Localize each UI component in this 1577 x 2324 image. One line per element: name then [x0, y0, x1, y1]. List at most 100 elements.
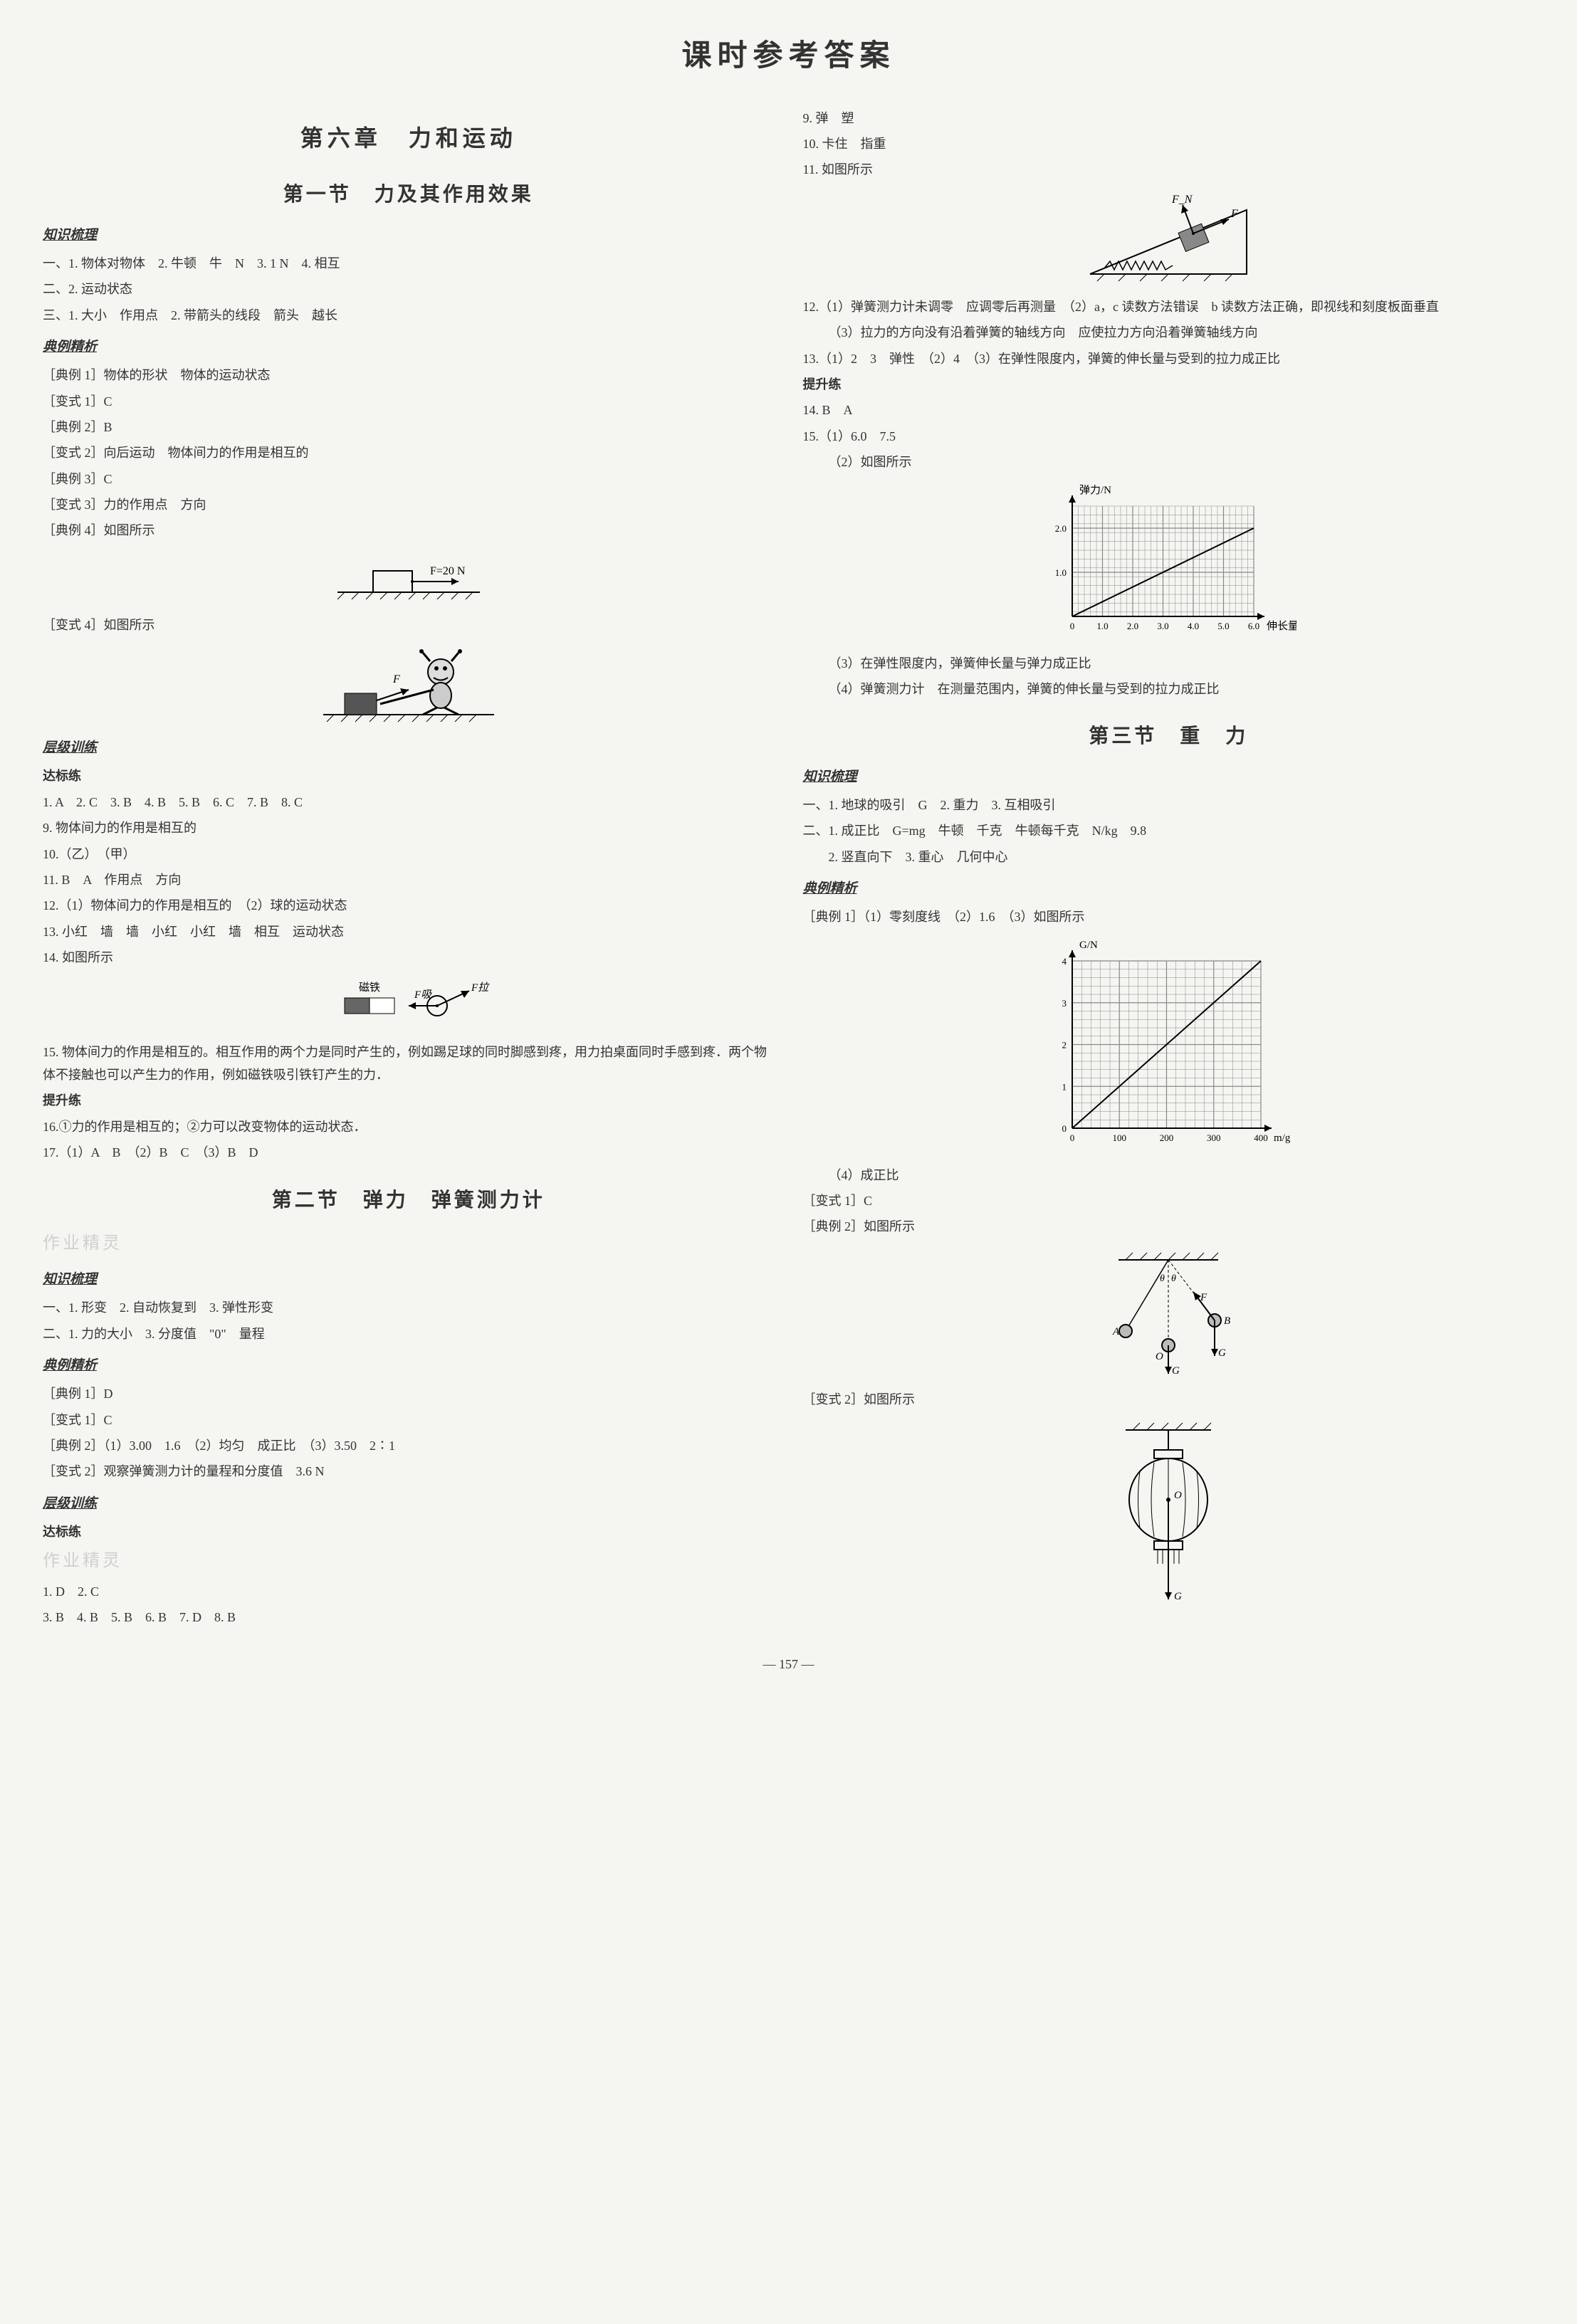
text-line: （4）成正比	[803, 1164, 1535, 1187]
text-line: 15.（1）6.0 7.5	[803, 425, 1535, 448]
dabiao-head: 达标练	[43, 1520, 775, 1543]
g-label: G	[1172, 1365, 1180, 1377]
zhishi-head: 知识梳理	[43, 224, 775, 248]
text-line: 2. 竖直向下 3. 重心 几何中心	[803, 846, 1535, 868]
svg-text:m/g: m/g	[1274, 1132, 1291, 1144]
text-line: 9. 弹 塑	[803, 107, 1535, 130]
zhishi-head: 知识梳理	[43, 1268, 775, 1292]
text-line: ［典例 1］D	[43, 1382, 775, 1405]
svg-text:6.0: 6.0	[1248, 621, 1259, 631]
svg-text:400: 400	[1254, 1132, 1269, 1143]
watermark: 作业精灵	[43, 1552, 122, 1570]
theta-label: θ	[1171, 1273, 1176, 1284]
text-line: ［典例 3］C	[43, 468, 775, 490]
section2-title: 第二节 弹力 弹簧测力计	[43, 1182, 775, 1218]
force-label: F	[392, 673, 400, 685]
figure-cartoon-push: F	[43, 647, 775, 725]
text-line: 10.（乙） （甲）	[43, 843, 775, 866]
svg-text:300: 300	[1207, 1132, 1221, 1143]
figure-incline-spring: F_N F	[803, 192, 1535, 285]
svg-text:1: 1	[1062, 1081, 1067, 1092]
theta-label: θ	[1160, 1273, 1165, 1284]
text-line: （3）拉力的方向没有沿着弹簧的轴线方向 应使拉力方向沿着弹簧轴线方向	[803, 321, 1535, 344]
text-line: 二、1. 力的大小 3. 分度值 "0" 量程	[43, 1323, 775, 1345]
svg-text:1.0: 1.0	[1097, 621, 1109, 631]
text-line: 10. 卡住 指重	[803, 132, 1535, 155]
svg-text:1.0: 1.0	[1055, 567, 1067, 578]
text-line: ［变式 1］C	[43, 390, 775, 413]
svg-text:200: 200	[1160, 1132, 1174, 1143]
svg-text:G/N: G/N	[1079, 940, 1098, 951]
a-label: A	[1112, 1326, 1120, 1337]
text-line: ［典例 4］如图所示	[43, 519, 775, 542]
zhishi-head: 知识梳理	[803, 765, 1535, 789]
text-line: 14. 如图所示	[43, 946, 775, 969]
text-line: 9. 物体间力的作用是相互的	[43, 816, 775, 839]
chapter-title: 第六章 力和运动	[43, 118, 775, 159]
watermark: 作业精灵	[43, 1229, 775, 1259]
f-label: F	[1230, 208, 1238, 220]
f-label: F吸	[414, 989, 432, 1001]
g-label: G	[1218, 1347, 1226, 1359]
content-columns: 第六章 力和运动 第一节 力及其作用效果 知识梳理 一、1. 物体对物体 2. …	[43, 104, 1534, 1632]
section3-title: 第三节 重 力	[803, 718, 1535, 754]
text-line: 13.（1）2 3 弹性 （2）4 （3）在弹性限度内，弹簧的伸长量与受到的拉力…	[803, 347, 1535, 370]
section1-title: 第一节 力及其作用效果	[43, 177, 775, 212]
text-line: ［典例 1］（1）零刻度线 （2）1.6 （3）如图所示	[803, 905, 1535, 928]
tisheng-head: 提升练	[43, 1089, 775, 1112]
svg-text:0: 0	[1070, 1132, 1075, 1143]
dabiao-head: 达标练	[43, 764, 775, 787]
chart-spring-force: 01.02.03.04.05.06.01.02.0弹力/N伸长量/cm	[803, 485, 1535, 641]
f-label: F拉	[471, 982, 490, 994]
right-column: 9. 弹 塑 10. 卡住 指重 11. 如图所示 F_N F 12.（1）弹簧…	[803, 104, 1535, 1632]
text-line: 13. 小红 墙 墙 小红 小红 墙 相互 运动状态	[43, 920, 775, 943]
text-line: 12.（1）弹簧测力计未调零 应调零后再测量 （2）a，c 读数方法错误 b 读…	[803, 295, 1535, 318]
text-line: 一、1. 物体对物体 2. 牛顿 牛 N 3. 1 N 4. 相互	[43, 252, 775, 275]
svg-text:3.0: 3.0	[1158, 621, 1169, 631]
svg-text:伸长量/cm: 伸长量/cm	[1267, 620, 1296, 632]
svg-text:弹力/N: 弹力/N	[1079, 485, 1111, 496]
text-line: 1. D 2. C	[43, 1580, 775, 1603]
b-label: B	[1224, 1315, 1230, 1327]
dianli-head: 典例精析	[803, 877, 1535, 901]
text-line: （2）如图所示	[803, 451, 1535, 473]
svg-text:2.0: 2.0	[1055, 523, 1067, 534]
text-line: （3）在弹性限度内，弹簧伸长量与弹力成正比	[803, 652, 1535, 675]
cengji-head: 层级训练	[43, 736, 775, 760]
page-title: 课时参考答案	[43, 28, 1534, 83]
figure-force-box: F=20 N	[43, 553, 775, 603]
text-line: ［典例 1］物体的形状 物体的运动状态	[43, 364, 775, 387]
svg-text:2.0: 2.0	[1127, 621, 1138, 631]
svg-text:100: 100	[1113, 1132, 1127, 1143]
text-line: 二、2. 运动状态	[43, 278, 775, 300]
g-label: G	[1174, 1591, 1182, 1602]
magnet-label: 磁铁	[359, 982, 380, 994]
text-line: ［变式 2］观察弹簧测力计的量程和分度值 3.6 N	[43, 1460, 775, 1483]
text-line: 12.（1）物体间力的作用是相互的 （2）球的运动状态	[43, 894, 775, 917]
svg-text:3: 3	[1062, 997, 1067, 1008]
text-line: 11. 如图所示	[803, 158, 1535, 181]
svg-text:4.0: 4.0	[1188, 621, 1199, 631]
text-line: 1. A 2. C 3. B 4. B 5. B 6. C 7. B 8. C	[43, 791, 775, 814]
text-line: （4）弹簧测力计 在测量范围内，弹簧的伸长量与受到的拉力成正比	[803, 678, 1535, 700]
text-line: ［变式 2］向后运动 物体间力的作用是相互的	[43, 441, 775, 464]
text-line: ［变式 4］如图所示	[43, 614, 775, 636]
text-line: 11. B A 作用点 方向	[43, 868, 775, 891]
text-line: 15. 物体间力的作用是相互的。相互作用的两个力是同时产生的，例如踢足球的同时脚…	[43, 1041, 775, 1087]
text-line: ［典例 2］（1）3.00 1.6 （2）均匀 成正比 （3）3.50 2∶1	[43, 1434, 775, 1457]
dianli-head: 典例精析	[43, 1354, 775, 1378]
dianli-head: 典例精析	[43, 335, 775, 359]
text-line: 一、1. 形变 2. 自动恢复到 3. 弹性形变	[43, 1296, 775, 1319]
o-label: O	[1174, 1490, 1182, 1501]
text-line: 3. B 4. B 5. B 6. B 7. D 8. B	[43, 1606, 775, 1629]
chart-gravity: 010020030040001234G/Nm/g	[803, 940, 1535, 1153]
svg-text:0: 0	[1062, 1123, 1067, 1134]
text-line: ［变式 2］如图所示	[803, 1388, 1535, 1411]
text-line: ［典例 2］B	[43, 416, 775, 438]
o-label: O	[1156, 1351, 1163, 1362]
tisheng-head: 提升练	[803, 373, 1535, 396]
svg-text:2: 2	[1062, 1039, 1067, 1050]
text-line: 17.（1）A B （2）B C （3）B D	[43, 1141, 775, 1164]
fn-label: F_N	[1171, 194, 1193, 206]
text-line: ［变式 1］C	[803, 1189, 1535, 1212]
